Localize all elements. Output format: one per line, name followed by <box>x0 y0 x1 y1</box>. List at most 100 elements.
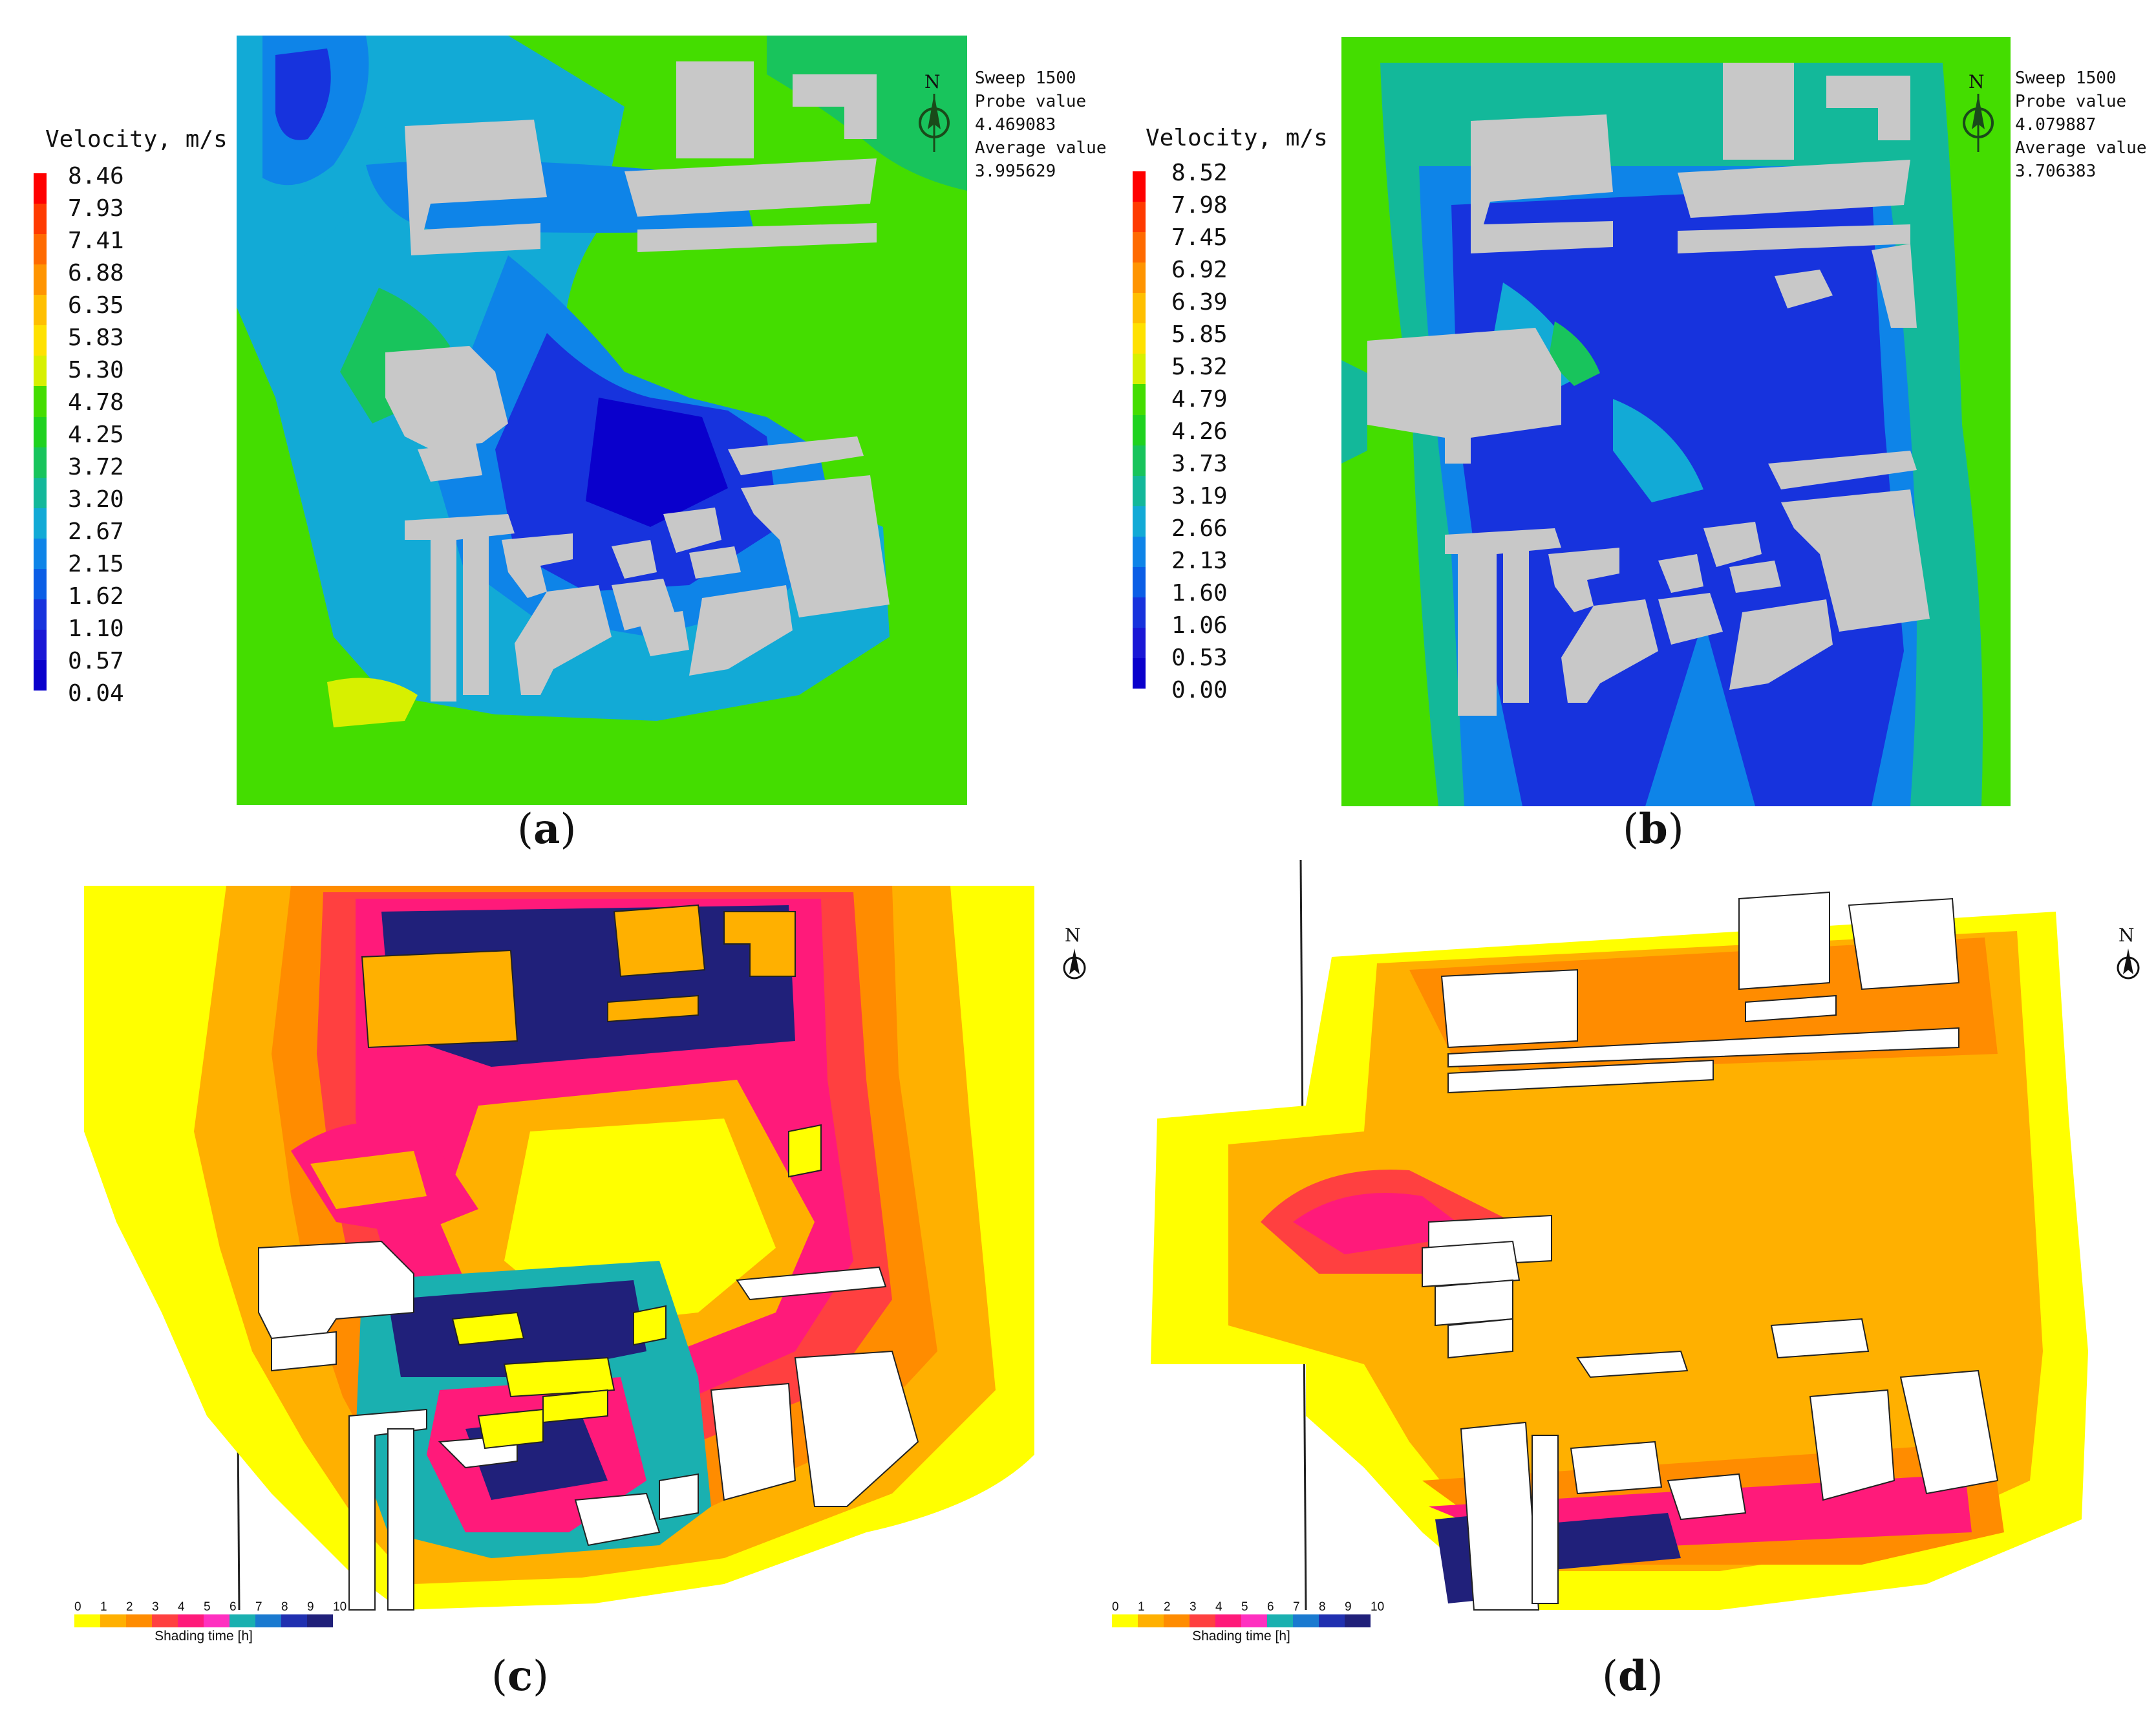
velocity-map-b <box>1341 37 2011 806</box>
legend-value: 1.62 <box>68 583 124 610</box>
shading-ticks-d: 0 1 2 3 4 5 6 7 8 9 10 <box>1112 1600 1396 1614</box>
shade-tick: 2 <box>126 1600 133 1614</box>
colorbar-swatch <box>34 416 47 447</box>
shading-title-c: Shading time [h] <box>155 1629 253 1644</box>
caption-c: (c) <box>491 1652 549 1700</box>
colorbar-swatch <box>34 447 47 478</box>
legend-value: 2.13 <box>1171 548 1228 574</box>
sweep-label-a: Sweep 1500 <box>975 69 1076 88</box>
legend-value: 7.41 <box>68 228 124 254</box>
legend-value: 4.78 <box>68 389 124 416</box>
colorbar-swatch <box>34 568 47 599</box>
colorbar-swatch <box>34 660 47 691</box>
shade-tick: 9 <box>307 1600 314 1614</box>
legend-value: 3.20 <box>68 486 124 513</box>
shade-tick: 3 <box>1190 1600 1197 1614</box>
shade-tick: 4 <box>178 1600 185 1614</box>
colorbar-swatch <box>1133 262 1146 294</box>
compass-icon <box>2117 948 2140 980</box>
legend-value: 4.25 <box>68 422 124 448</box>
shading-colorbar-c <box>74 1614 359 1627</box>
colorbar-swatch <box>34 234 47 265</box>
legend-value: 6.92 <box>1171 257 1228 283</box>
legend-title-b: Velocity, m/s <box>1146 125 1328 151</box>
shade-tick: 8 <box>281 1600 288 1614</box>
legend-value: 2.15 <box>68 551 124 577</box>
shade-swatch <box>1345 1614 1371 1627</box>
legend-value: 7.98 <box>1171 192 1228 219</box>
shade-swatch <box>100 1614 126 1627</box>
legend-value: 0.00 <box>1171 677 1228 703</box>
colorbar-swatch <box>34 173 47 204</box>
shade-swatch <box>307 1614 333 1627</box>
shade-swatch <box>1215 1614 1241 1627</box>
legend-value: 0.57 <box>68 648 124 674</box>
colorbar-swatch <box>34 356 47 387</box>
colorbar-swatch <box>1133 506 1146 537</box>
velocity-legend-labels-a: 8.46 7.93 7.41 6.88 6.35 5.83 5.30 4.78 4.25 3.72… <box>68 163 171 705</box>
shade-tick: 6 <box>1267 1600 1274 1614</box>
colorbar-swatch <box>34 325 47 356</box>
probe-info-a: Sweep 1500 Probe value 4.469083 Average … <box>975 67 1107 183</box>
legend-value: 5.32 <box>1171 354 1228 380</box>
legend-value: 1.06 <box>1171 612 1228 639</box>
probe-label-b: Probe value <box>2015 92 2127 111</box>
legend-value: 1.60 <box>1171 580 1228 606</box>
shade-tick: 7 <box>255 1600 262 1614</box>
probe-label-a: Probe value <box>975 92 1087 111</box>
shade-swatch <box>1190 1614 1215 1627</box>
shade-swatch <box>1293 1614 1319 1627</box>
caption-b: (b) <box>1623 805 1684 853</box>
legend-value: 6.39 <box>1171 289 1228 316</box>
colorbar-swatch <box>34 599 47 630</box>
velocity-colorbar-a <box>34 173 47 691</box>
legend-value: 2.66 <box>1171 515 1228 542</box>
shading-map-d <box>1151 860 2088 1611</box>
legend-value: 4.26 <box>1171 418 1228 445</box>
colorbar-swatch <box>1133 658 1146 689</box>
shading-ticks-c: 0 1 2 3 4 5 6 7 8 9 10 <box>74 1600 359 1614</box>
shade-swatch <box>126 1614 152 1627</box>
colorbar-swatch <box>1133 627 1146 658</box>
shade-tick: 1 <box>100 1600 107 1614</box>
colorbar-swatch <box>1133 354 1146 385</box>
legend-value: 2.67 <box>68 519 124 545</box>
legend-value: 3.73 <box>1171 451 1228 477</box>
shade-swatch <box>1138 1614 1164 1627</box>
compass-icon <box>919 94 950 152</box>
shade-tick: 2 <box>1164 1600 1171 1614</box>
colorbar-swatch <box>34 538 47 569</box>
probe-value-a: 4.469083 <box>975 115 1056 134</box>
probe-value-b: 4.079887 <box>2015 115 2097 134</box>
shade-tick: 0 <box>1112 1600 1119 1614</box>
colorbar-swatch <box>1133 414 1146 445</box>
shade-tick: 10 <box>1371 1600 1385 1614</box>
legend-value: 8.46 <box>68 163 124 189</box>
shading-legend-d: 0 1 2 3 4 5 6 7 8 9 10 Shading time [h] <box>1112 1600 1396 1644</box>
sweep-label-b: Sweep 1500 <box>2015 69 2117 88</box>
shading-title-d: Shading time [h] <box>1192 1629 1290 1644</box>
velocity-map-a <box>237 36 967 805</box>
colorbar-swatch <box>34 386 47 417</box>
colorbar-swatch <box>1133 232 1146 263</box>
colorbar-swatch <box>1133 475 1146 506</box>
colorbar-swatch <box>34 508 47 539</box>
colorbar-swatch <box>34 477 47 508</box>
shade-tick: 5 <box>204 1600 211 1614</box>
legend-value: 3.72 <box>68 454 124 480</box>
colorbar-swatch <box>1133 323 1146 354</box>
shade-tick: 3 <box>152 1600 159 1614</box>
shade-tick: 0 <box>74 1600 81 1614</box>
compass-icon <box>1963 94 1994 152</box>
colorbar-swatch <box>1133 171 1146 202</box>
shade-tick: 1 <box>1138 1600 1145 1614</box>
shade-swatch <box>229 1614 255 1627</box>
colorbar-swatch <box>1133 566 1146 597</box>
legend-value: 5.85 <box>1171 321 1228 348</box>
shading-colorbar-d <box>1112 1614 1396 1627</box>
legend-value: 6.88 <box>68 260 124 286</box>
shade-tick: 9 <box>1345 1600 1352 1614</box>
legend-value: 7.93 <box>68 195 124 222</box>
shade-swatch <box>1319 1614 1345 1627</box>
legend-value: 7.45 <box>1171 224 1228 251</box>
